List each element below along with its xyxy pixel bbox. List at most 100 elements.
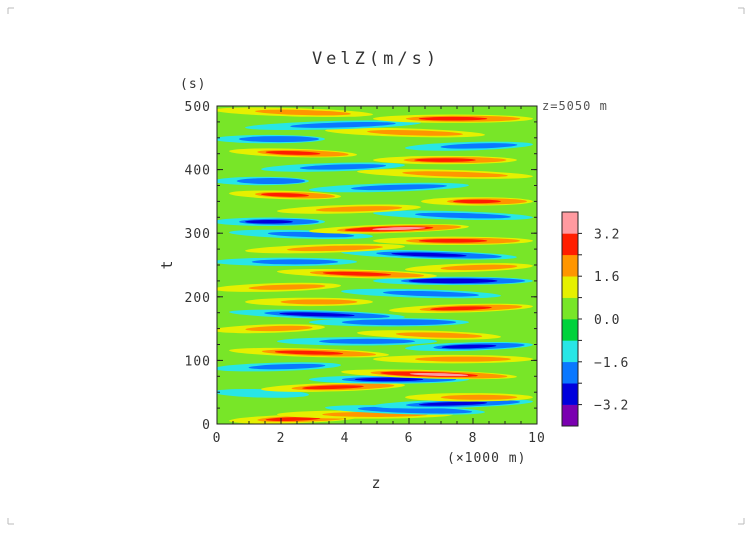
- heatmap-cell: [370, 407, 440, 412]
- heatmap-cell: [418, 239, 488, 243]
- heatmap-cell: [261, 162, 405, 172]
- heatmap-cell: [373, 236, 533, 246]
- x-tick-label: 6: [405, 431, 414, 446]
- colorbar-swatch: [562, 233, 578, 256]
- heatmap-cell: [354, 377, 424, 382]
- heatmap-cell: [357, 330, 501, 340]
- heatmap-cell: [319, 338, 415, 344]
- heatmap-cell: [440, 394, 518, 400]
- heatmap-cell: [229, 309, 405, 320]
- colorbar-label: 3.2: [594, 227, 620, 242]
- heatmap-cell: [322, 271, 392, 276]
- heatmap-cell: [341, 369, 517, 380]
- x-tick-label: 2: [277, 431, 286, 446]
- heatmap-cell: [418, 401, 488, 406]
- heatmap-cell: [315, 206, 403, 212]
- heatmap-cell: [217, 362, 341, 372]
- heatmap-cell: [277, 269, 437, 279]
- heatmap-cell: [405, 141, 533, 151]
- y-axis-label: t: [158, 260, 176, 269]
- heatmap-cell: [441, 344, 497, 349]
- y-tick-label: 500: [185, 100, 211, 115]
- heatmap-cell: [405, 341, 533, 352]
- heatmap-cell: [430, 306, 492, 311]
- heatmap-cell: [302, 385, 364, 390]
- heatmap-cell: [245, 243, 405, 254]
- heatmap-cell: [217, 107, 373, 118]
- colorbar-swatch: [562, 297, 578, 320]
- heatmap-cell: [261, 193, 309, 197]
- heatmap-cell: [405, 393, 533, 402]
- heatmap-cell: [309, 318, 469, 327]
- y-tick-label: 0: [202, 418, 211, 433]
- colorbar-swatch: [562, 404, 578, 427]
- heatmap-cell: [217, 176, 309, 186]
- heatmap-cell: [389, 303, 533, 314]
- heatmap-cell: [245, 120, 421, 131]
- heatmap-cell: [287, 245, 383, 252]
- heatmap-cell: [255, 109, 351, 116]
- heatmap-cell: [373, 155, 517, 165]
- heatmap-cell: [453, 199, 501, 204]
- heatmap-cell: [217, 217, 325, 226]
- heatmap-cell: [229, 347, 389, 358]
- x-unit-label: (×1000 m): [447, 451, 526, 466]
- heatmap-cell: [341, 288, 501, 299]
- colorbar-label: −3.2: [594, 399, 629, 414]
- heatmap-cell: [405, 263, 533, 273]
- heatmap-cell: [415, 356, 511, 362]
- heatmap-cell: [279, 312, 355, 317]
- colorbar-swatch: [562, 212, 578, 234]
- heatmap-cell: [373, 114, 533, 123]
- colorbar-swatch: [562, 276, 578, 298]
- colorbar-swatch: [562, 340, 578, 363]
- heatmap-cell: [277, 204, 421, 214]
- heatmap-cell: [290, 121, 396, 128]
- heatmap-cell: [245, 219, 293, 224]
- heatmap-cell: [229, 148, 357, 158]
- colorbar: 3.2 1.6 0.0 −1.6 −3.2: [561, 211, 629, 427]
- crop-marks: [7, 7, 745, 525]
- heatmap-cell: [245, 325, 313, 332]
- heatmap-cell: [414, 158, 476, 162]
- heatmap-cell: [357, 169, 533, 179]
- colorbar-swatch: [562, 383, 578, 405]
- y-tick-label: 400: [185, 164, 211, 179]
- heatmap-cell: [240, 179, 282, 183]
- heatmap-cell: [351, 184, 447, 191]
- colorbar-label: 0.0: [594, 313, 620, 328]
- heatmap-cell: [440, 264, 518, 271]
- x-tick-label: 10: [528, 431, 546, 446]
- x-axis-label: z: [371, 474, 380, 492]
- y-unit-label: (s): [180, 77, 206, 92]
- heatmap-cell: [265, 417, 321, 421]
- heatmap-cell: [309, 224, 469, 234]
- heatmap-cell: [251, 259, 339, 265]
- heatmap-cell: [325, 127, 485, 138]
- heatmap-cell: [309, 182, 469, 193]
- y-axis: 0 100 200 300 400 500: [185, 100, 537, 433]
- heatmap-cell: [277, 337, 437, 346]
- colorbar-swatch: [562, 254, 578, 277]
- heatmap-cell: [261, 382, 405, 392]
- heatmap-cell: [415, 212, 511, 219]
- heatmap-cell: [383, 290, 479, 297]
- heatmap-field: [217, 106, 537, 424]
- heatmap-cell: [373, 399, 533, 409]
- heatmap-cell: [391, 252, 467, 257]
- heatmap-cell: [217, 134, 325, 144]
- heatmap-cell: [440, 143, 518, 149]
- colorbar-label: 1.6: [594, 270, 620, 285]
- heatmap-cell: [373, 354, 533, 364]
- x-tick-label: 4: [341, 431, 350, 446]
- heatmap-cell: [217, 324, 325, 334]
- heatmap-cell: [245, 297, 373, 307]
- heatmap-cell: [248, 363, 326, 370]
- heatmap-cell: [229, 190, 341, 200]
- heatmap-cell: [373, 210, 533, 221]
- heatmap-cell: [395, 332, 483, 338]
- heatmap-cell: [248, 284, 326, 290]
- x-axis: 0 2 4 6 8 10: [213, 106, 546, 446]
